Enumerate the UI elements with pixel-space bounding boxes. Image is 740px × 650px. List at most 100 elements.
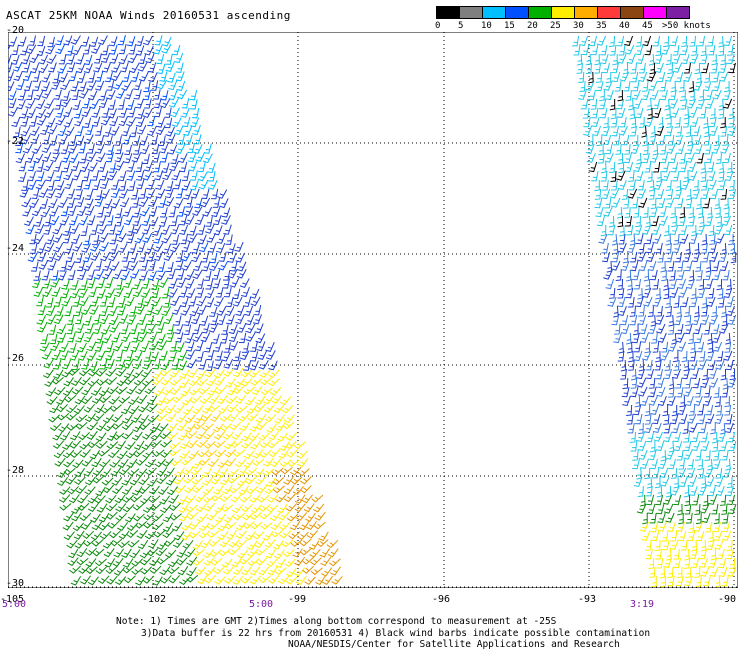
wind-barb — [230, 440, 243, 448]
wind-barb — [617, 305, 627, 316]
wind-barb — [138, 323, 148, 335]
wind-barb — [221, 207, 231, 218]
wind-barb — [140, 288, 151, 298]
wind-barb — [150, 431, 162, 441]
wind-barb — [718, 107, 725, 119]
wind-barb — [657, 134, 666, 146]
note-line-3: NOAA/NESDIS/Center for Satellite Applica… — [288, 639, 620, 650]
wind-barb — [177, 431, 189, 441]
wind-barb — [80, 575, 92, 585]
wind-barb — [59, 261, 68, 272]
wind-barb — [688, 269, 695, 282]
wind-barb — [108, 315, 119, 326]
wind-barb — [192, 206, 203, 216]
wind-barb — [42, 134, 51, 145]
wind-barb — [654, 359, 662, 371]
wind-barb — [259, 449, 272, 458]
wind-barb — [64, 126, 75, 137]
wind-barb — [101, 333, 112, 344]
wind-barb — [678, 80, 685, 93]
wind-barb — [614, 323, 621, 335]
wind-barb — [215, 287, 224, 298]
wind-barb — [139, 206, 150, 217]
wind-barb — [135, 457, 148, 466]
wind-barb — [602, 179, 609, 191]
wind-barb — [114, 225, 125, 236]
wind-barb — [669, 269, 676, 281]
wind-barb — [609, 161, 616, 173]
wind-barb — [84, 323, 94, 334]
wind-barb — [79, 441, 91, 450]
wind-barb — [63, 117, 74, 128]
wind-barb — [49, 135, 58, 146]
wind-barb — [85, 547, 97, 556]
wind-barb — [684, 323, 693, 335]
wind-barb — [66, 197, 76, 209]
wind-barb — [608, 215, 615, 228]
wind-barb — [712, 269, 721, 281]
wind-barb — [613, 332, 622, 344]
wind-barb — [156, 340, 167, 351]
wind-barb — [208, 261, 219, 272]
wind-barb — [633, 224, 643, 236]
wind-barb — [115, 440, 126, 450]
wind-barb — [56, 403, 68, 413]
wind-barb — [265, 477, 276, 488]
wind-barb — [632, 98, 643, 109]
wind-barb — [241, 342, 250, 353]
wind-barb — [83, 234, 91, 246]
wind-barb — [631, 89, 641, 100]
wind-barb — [625, 287, 634, 299]
wind-barb — [209, 306, 218, 318]
wind-barb — [260, 387, 273, 396]
wind-barb — [224, 306, 235, 317]
wind-barb — [135, 35, 144, 47]
wind-barb — [612, 71, 621, 83]
wind-barb — [145, 324, 156, 335]
wind-barb — [153, 44, 163, 55]
wind-barb — [241, 566, 252, 576]
wind-barb — [253, 404, 266, 413]
wind-barb — [121, 431, 134, 440]
wind-barb — [46, 54, 57, 64]
wind-barb — [235, 394, 247, 404]
wind-barb — [670, 485, 680, 496]
wind-barb — [113, 80, 124, 90]
wind-barb — [191, 252, 201, 263]
wind-barb — [131, 558, 143, 567]
wind-barb — [318, 531, 329, 542]
wind-barb — [132, 279, 142, 290]
wind-barb — [150, 279, 160, 291]
wind-barb — [141, 368, 153, 378]
wind-barb — [225, 457, 237, 467]
wind-barb — [54, 386, 66, 396]
wind-barb — [636, 503, 647, 514]
wind-barb — [96, 378, 109, 386]
wind-barb — [22, 143, 33, 154]
wind-barb — [92, 323, 102, 335]
wind-barb — [670, 80, 676, 93]
wind-barb — [652, 278, 660, 290]
wind-barb — [199, 395, 212, 404]
wind-barb — [700, 179, 708, 191]
wind-barb — [722, 521, 730, 533]
wind-barb — [680, 98, 688, 110]
wind-barb — [693, 323, 702, 335]
wind-barb — [192, 269, 203, 280]
wind-barb — [197, 224, 206, 235]
wind-barb — [170, 458, 183, 467]
wind-barb — [598, 233, 608, 244]
wind-barb — [213, 566, 226, 575]
wind-barb — [207, 162, 216, 174]
wind-barb — [294, 494, 306, 504]
wind-barb — [8, 107, 19, 117]
wind-barb — [136, 242, 146, 253]
wind-barb — [688, 332, 694, 345]
wind-barb — [216, 306, 227, 316]
wind-barb — [61, 279, 70, 290]
wind-barb — [168, 494, 179, 504]
wind-barb — [663, 503, 674, 514]
wind-barb — [726, 548, 734, 560]
wind-barb — [69, 431, 81, 441]
wind-barb — [132, 135, 141, 146]
